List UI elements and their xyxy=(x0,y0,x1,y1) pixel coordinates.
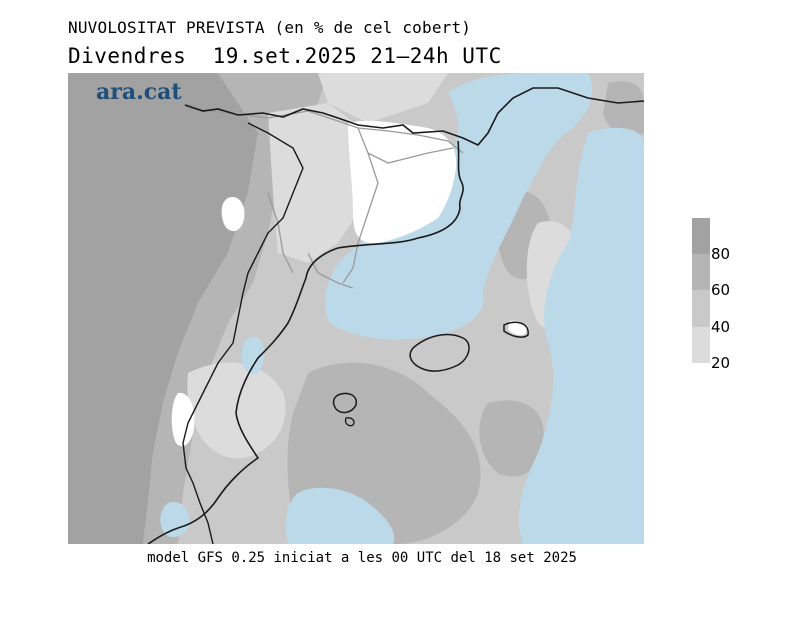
island-mallorca xyxy=(409,333,470,372)
cloud-band-60-80 xyxy=(603,81,644,137)
island-menorca xyxy=(503,321,529,338)
model-info: model GFS 0.25 iniciat a les 00 UTC del … xyxy=(147,550,577,566)
island-ibiza xyxy=(332,392,357,414)
sea-clear-south xyxy=(285,487,395,544)
legend-swatch-60-80 xyxy=(692,254,710,290)
sea-clear-ebro xyxy=(241,336,265,375)
brand-logo: ara.cat xyxy=(96,79,182,105)
legend-label-40: 40 xyxy=(711,318,731,336)
clear-land-spot xyxy=(221,197,245,232)
map-title: NUVOLOSITAT PREVISTA (en % de cel cobert… xyxy=(68,18,472,37)
legend-colorbar xyxy=(692,218,710,363)
legend-label-60: 60 xyxy=(711,281,731,299)
cloud-band-80-100 xyxy=(68,73,258,544)
sea-clear-southwest xyxy=(160,502,190,538)
cloud-band-20-40 xyxy=(268,103,368,263)
forecast-datetime: Divendres 19.set.2025 21–24h UTC xyxy=(68,44,502,68)
legend-swatch-40-60 xyxy=(692,290,710,327)
legend-label-20: 20 xyxy=(711,354,731,372)
coastline xyxy=(147,87,644,544)
sea-clear-east xyxy=(518,127,644,544)
clear-land-valencia xyxy=(171,392,195,447)
cloud-band-20-40 xyxy=(318,73,448,123)
cloud-cover-map: ara.cat xyxy=(68,73,644,544)
region-borders xyxy=(187,107,464,289)
clear-land-catalonia xyxy=(348,120,457,244)
legend-swatch-20-40 xyxy=(692,327,710,363)
island-formentera xyxy=(344,417,355,427)
legend-label-80: 80 xyxy=(711,245,731,263)
sea-clear-north xyxy=(324,73,593,340)
inland-border xyxy=(182,122,304,544)
legend-swatch-80-100 xyxy=(692,218,710,254)
cloud-band-60-80 xyxy=(479,400,544,477)
